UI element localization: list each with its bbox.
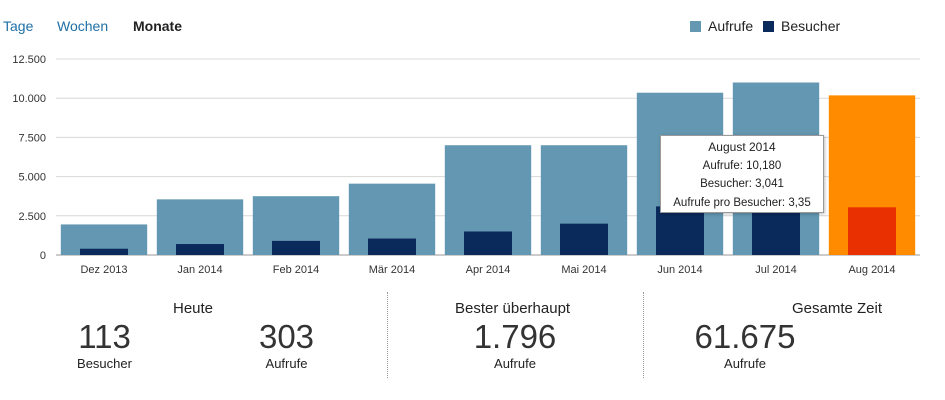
total-heading: Gesamte Zeit [792,300,883,317]
y-tick-label: 2.500 [18,211,46,223]
bar-besucher [272,240,320,255]
x-tick-label: Jun 2014 [657,264,702,276]
legend-swatch-visitors [763,21,774,32]
today-visitors-value: 113 [78,318,131,355]
bar-besucher [368,238,416,255]
total-label: Aufrufe [724,356,766,371]
x-tick-label: Aug 2014 [848,264,895,276]
tooltip-visitors: Besucher: 3,041 [700,178,784,190]
legend-label-visitors: Besucher [781,18,841,34]
x-tick-label: Apr 2014 [466,264,511,276]
today-views-value: 303 [258,318,315,355]
best-value: 1.796 [473,318,557,355]
x-tick-label: Feb 2014 [273,264,319,276]
chart-tooltip: August 2014 Aufrufe: 10,180 Besucher: 3,… [660,135,824,213]
legend-label-views: Aufrufe [708,18,754,34]
y-tick-label: 10.000 [12,93,46,105]
bar-besucher [656,206,704,255]
stats-divider [643,292,644,378]
total-value: 61.675 [694,318,796,355]
stats-divider [387,292,388,378]
bar-besucher [560,223,608,255]
x-tick-label: Mai 2014 [561,264,606,276]
y-tick-label: 7.500 [18,132,46,144]
summary-stats: Heute 113 Besucher 303 Aufrufe Bester üb… [0,290,945,400]
tooltip-title: August 2014 [708,140,776,154]
bar-besucher [848,207,896,255]
bar-besucher [752,211,800,255]
legend-swatch-views [690,21,701,32]
best-label: Aufrufe [494,356,536,371]
bar-besucher [176,244,224,255]
y-tick-label: 0 [40,250,46,262]
best-heading: Bester überhaupt [455,300,571,317]
tooltip-views: Aufrufe: 10,180 [702,159,782,172]
x-tick-label: Dez 2013 [80,264,127,276]
bar-besucher [464,231,512,255]
bar-besucher [80,248,128,255]
y-tick-label: 12.500 [12,54,46,66]
tooltip-views-per-visitor: Aufrufe pro Besucher: 3,35 [673,196,811,209]
today-views-label: Aufrufe [265,356,308,371]
y-tick-label: 5.000 [18,172,46,184]
x-tick-label: Mär 2014 [369,264,415,276]
x-tick-label: Jan 2014 [177,264,222,276]
tab-months[interactable]: Monate [133,18,182,34]
x-tick-label: Jul 2014 [755,264,797,276]
today-visitors-label: Besucher [77,356,132,371]
tab-weeks[interactable]: Wochen [57,18,109,34]
tab-days[interactable]: Tage [3,18,34,34]
today-heading: Heute [173,300,214,317]
